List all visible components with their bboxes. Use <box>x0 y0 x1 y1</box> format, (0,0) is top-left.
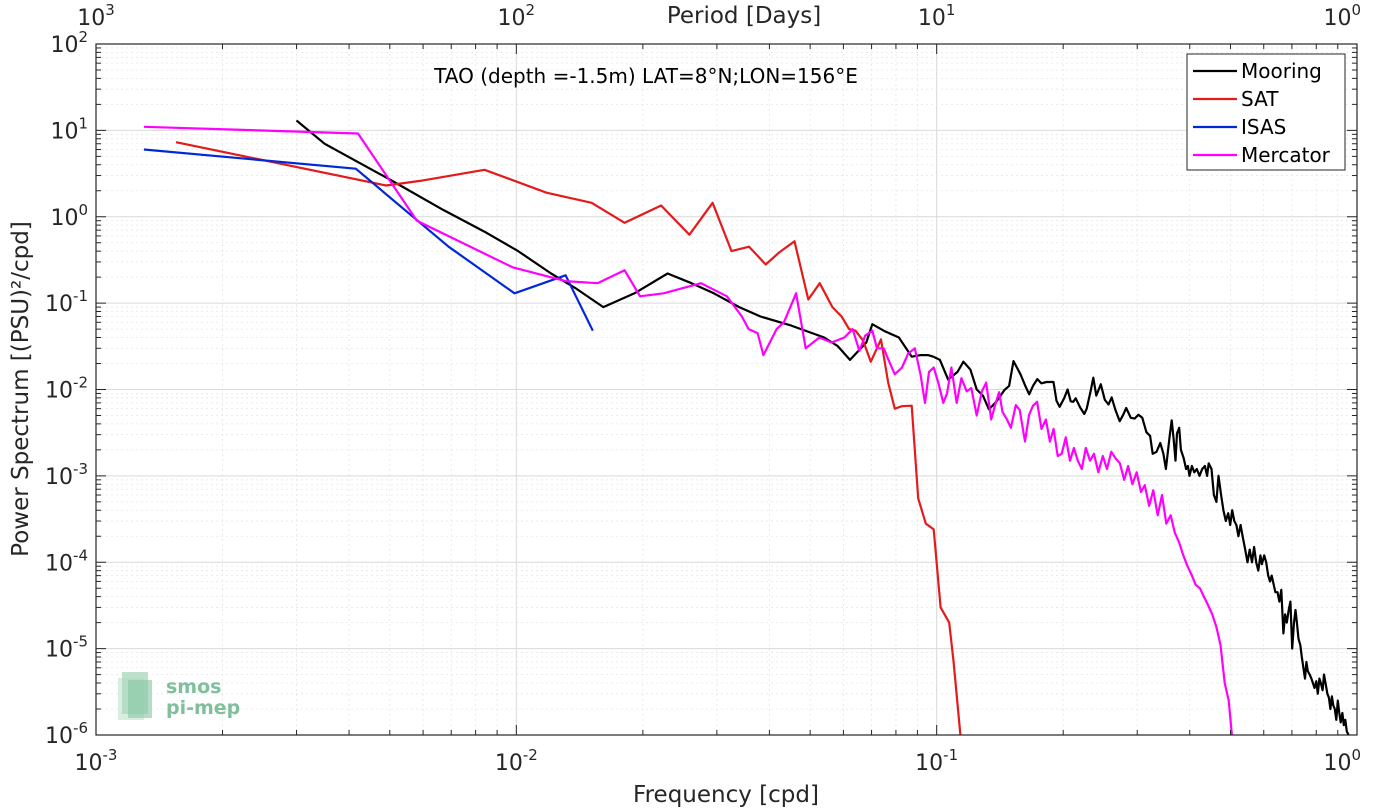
x-tick-label: 10-2 <box>495 746 538 776</box>
series-line-mooring <box>295 119 1350 736</box>
logo-text-line2: pi-mep <box>166 697 240 719</box>
series-layer <box>143 119 1350 736</box>
logo-layer-3 <box>128 680 152 718</box>
x-tick-label: 10-3 <box>75 746 118 776</box>
y-tick-label: 10-5 <box>45 633 88 663</box>
y-tick-label: 10-4 <box>45 546 88 576</box>
y-tick-label: 101 <box>50 114 88 144</box>
y-tick-label: 100 <box>50 201 88 231</box>
legend-label-isas: ISAS <box>1241 115 1286 139</box>
y-tick-label: 10-1 <box>45 287 88 317</box>
logo-text-line1: smos <box>166 676 221 698</box>
x2-tick-label: 103 <box>77 1 115 31</box>
legend-label-mercator: Mercator <box>1241 143 1331 167</box>
y-tick-label: 10-2 <box>45 374 88 404</box>
x-tick-label: 100 <box>1323 746 1361 776</box>
series-line-mercator <box>143 125 1233 736</box>
y-tick-label: 10-6 <box>45 719 88 749</box>
x-tick-label: 10-1 <box>915 746 958 776</box>
x2-tick-label: 101 <box>918 1 956 31</box>
x2-tick-label: 100 <box>1323 1 1361 31</box>
x2-axis-title: Period [Days] <box>667 3 821 29</box>
smos-pi-mep-logo: smos pi-mep <box>118 672 240 720</box>
legend-label-mooring: Mooring <box>1241 59 1322 83</box>
series-line-isas <box>143 148 594 332</box>
x2-tick-label: 102 <box>498 1 536 31</box>
legend: Mooring SAT ISAS Mercator <box>1186 53 1346 171</box>
chart-title: TAO (depth =-1.5m) LAT=8°N;LON=156°E <box>433 64 858 88</box>
series-line-sat <box>175 141 962 736</box>
y-tick-label: 102 <box>50 28 88 58</box>
y-axis-title: Power Spectrum [(PSU)²/cpd] <box>8 221 34 557</box>
legend-box <box>1186 53 1346 171</box>
x-axis-title: Frequency [cpd] <box>633 782 819 808</box>
y-tick-label: 10-3 <box>45 460 88 490</box>
legend-label-sat: SAT <box>1241 87 1279 111</box>
